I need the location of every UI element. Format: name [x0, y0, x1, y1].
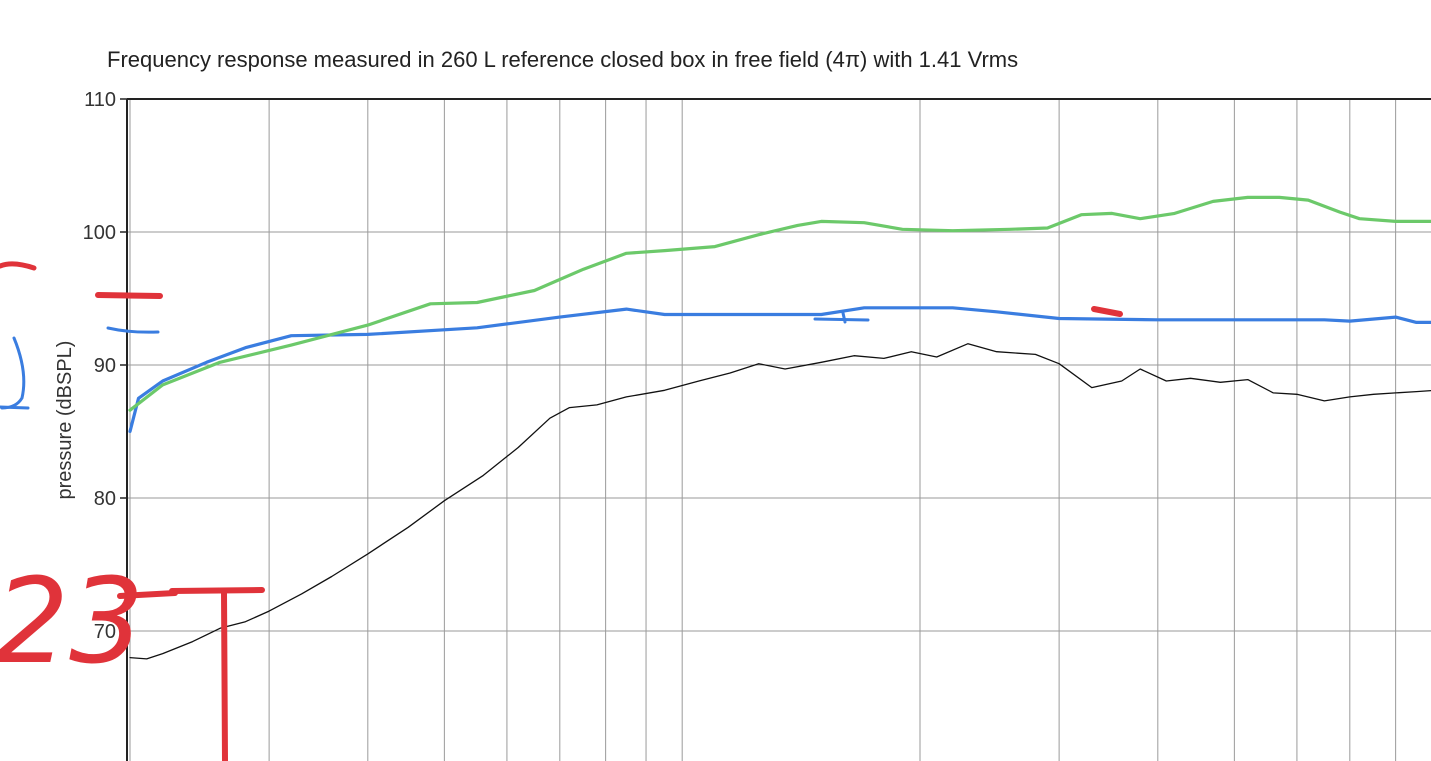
y-tick-label-100: 100 [83, 222, 116, 244]
y-tick-label-110: 110 [84, 89, 116, 111]
green-overlay-line [128, 195, 1431, 412]
blue-bracket-base [0, 405, 30, 410]
grid-lines [127, 99, 1431, 761]
red-dash-after-23 [117, 590, 178, 599]
red-scribble-top-left [0, 261, 37, 271]
red-dash-at-peak [1091, 306, 1123, 317]
y-tick-label-80: 80 [94, 488, 116, 510]
red-dash-upper-left [95, 292, 163, 299]
red-horizontal-marker [169, 587, 265, 594]
y-tick-labels: 110 100 90 80 70 [83, 89, 127, 643]
y-tick-label-90: 90 [94, 355, 116, 377]
handwritten-23-note: 23 [0, 552, 144, 690]
blue-tick-mark [813, 311, 870, 324]
chart-title: Frequency response measured in 260 L ref… [107, 47, 1018, 72]
blue-bracket-left [0, 336, 26, 410]
measured-response-line [129, 343, 1431, 660]
y-tick-label-70: 70 [94, 621, 116, 643]
blue-dash-left [106, 326, 160, 334]
y-axis-label: pressure (dBSPL) [54, 341, 76, 500]
blue-overlay-line [128, 306, 1431, 434]
handwritten-annotations: 23 [0, 261, 1123, 761]
red-vertical-marker [221, 589, 228, 761]
data-series [128, 195, 1431, 660]
plot-frame [126, 98, 1431, 761]
